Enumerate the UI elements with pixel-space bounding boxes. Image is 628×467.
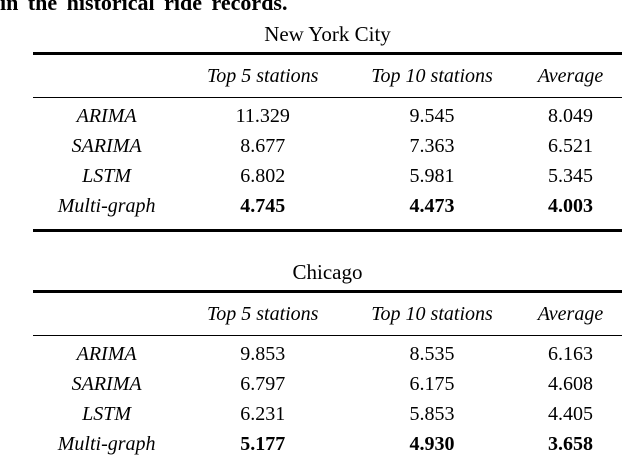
table-title-new-york-city: New York City [264, 22, 391, 46]
value-cell: 6.231 [240, 402, 286, 425]
table-row-multi-graph: Multi-graph 4.745 4.473 4.003 [33, 191, 622, 231]
value-cell: 4.745 [240, 194, 286, 217]
value-cell: 3.658 [547, 432, 593, 455]
value-cell: 6.802 [240, 164, 286, 187]
table-row-arima: ARIMA 11.329 9.545 8.049 [33, 98, 622, 132]
value-cell: 4.930 [409, 432, 455, 455]
row-label: ARIMA [76, 104, 137, 127]
value-cell: 8.049 [547, 104, 593, 127]
value-cell: 4.405 [547, 402, 593, 425]
table-row-sarima: SARIMA 8.677 7.363 6.521 [33, 131, 622, 161]
row-label: SARIMA [71, 372, 142, 395]
column-header-top10: Top 10 stations [345, 52, 519, 98]
row-label: LSTM [82, 164, 132, 187]
table-row-lstm: LSTM 6.231 5.853 4.405 [33, 399, 622, 429]
results-table-new-york-city: Top 5 stations Top 10 stations Average A… [33, 52, 622, 232]
row-label: SARIMA [71, 134, 142, 157]
value-cell: 5.981 [409, 164, 455, 187]
table-row-arima: ARIMA 9.853 8.535 6.163 [33, 336, 622, 370]
value-cell: 6.797 [240, 372, 286, 395]
row-label: ARIMA [76, 342, 137, 365]
value-cell: 8.677 [240, 134, 286, 157]
column-header-empty [33, 290, 181, 336]
table-row-multi-graph: Multi-graph 5.177 4.930 3.658 [33, 429, 622, 467]
caption-fragment: in the historical ride records. [0, 0, 288, 13]
value-cell: 6.175 [409, 372, 455, 395]
value-cell: 4.003 [547, 194, 593, 217]
column-header-average: Average [518, 52, 622, 98]
value-cell: 8.535 [409, 342, 455, 365]
value-cell: 4.608 [547, 372, 593, 395]
header-row: Top 5 stations Top 10 stations Average [33, 290, 622, 336]
table-title-chicago: Chicago [292, 260, 363, 284]
caption-fragment-clip: in the historical ride records. [0, 0, 628, 13]
value-cell: 5.177 [240, 432, 286, 455]
value-cell: 5.345 [547, 164, 593, 187]
column-header-top5: Top 5 stations [180, 52, 346, 98]
row-label: Multi-graph [57, 194, 156, 217]
value-cell: 9.853 [240, 342, 286, 365]
value-cell: 5.853 [409, 402, 455, 425]
header-row: Top 5 stations Top 10 stations Average [33, 52, 622, 98]
value-cell: 11.329 [235, 104, 290, 127]
table-row-lstm: LSTM 6.802 5.981 5.345 [33, 161, 622, 191]
value-cell: 6.163 [547, 342, 593, 365]
column-header-empty [33, 52, 181, 98]
value-cell: 7.363 [409, 134, 455, 157]
value-cell: 4.473 [409, 194, 455, 217]
value-cell: 9.545 [409, 104, 455, 127]
row-label: LSTM [82, 402, 132, 425]
value-cell: 6.521 [547, 134, 593, 157]
results-table-chicago: Top 5 stations Top 10 stations Average A… [33, 290, 622, 467]
column-header-average: Average [518, 290, 622, 336]
row-label: Multi-graph [57, 432, 156, 455]
column-header-top10: Top 10 stations [345, 290, 519, 336]
column-header-top5: Top 5 stations [180, 290, 346, 336]
table-row-sarima: SARIMA 6.797 6.175 4.608 [33, 369, 622, 399]
